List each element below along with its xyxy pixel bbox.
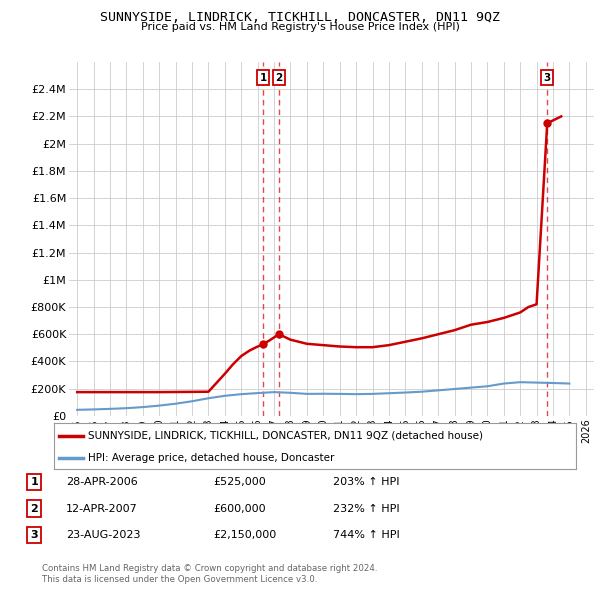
Text: 28-APR-2006: 28-APR-2006 (66, 477, 138, 487)
Text: 3: 3 (544, 73, 551, 83)
Text: 12-APR-2007: 12-APR-2007 (66, 504, 138, 513)
Text: £600,000: £600,000 (213, 504, 266, 513)
Text: 232% ↑ HPI: 232% ↑ HPI (333, 504, 400, 513)
Text: 203% ↑ HPI: 203% ↑ HPI (333, 477, 400, 487)
Text: 744% ↑ HPI: 744% ↑ HPI (333, 530, 400, 540)
Text: This data is licensed under the Open Government Licence v3.0.: This data is licensed under the Open Gov… (42, 575, 317, 584)
Text: 1: 1 (259, 73, 267, 83)
Text: SUNNYSIDE, LINDRICK, TICKHILL, DONCASTER, DN11 9QZ (detached house): SUNNYSIDE, LINDRICK, TICKHILL, DONCASTER… (88, 431, 483, 441)
Text: Price paid vs. HM Land Registry's House Price Index (HPI): Price paid vs. HM Land Registry's House … (140, 22, 460, 32)
Text: 3: 3 (31, 530, 38, 540)
Text: 2: 2 (31, 504, 38, 513)
Text: 2: 2 (275, 73, 283, 83)
Text: 23-AUG-2023: 23-AUG-2023 (66, 530, 140, 540)
Text: £2,150,000: £2,150,000 (213, 530, 276, 540)
Text: HPI: Average price, detached house, Doncaster: HPI: Average price, detached house, Donc… (88, 453, 334, 463)
Text: SUNNYSIDE, LINDRICK, TICKHILL, DONCASTER, DN11 9QZ: SUNNYSIDE, LINDRICK, TICKHILL, DONCASTER… (100, 11, 500, 24)
Text: Contains HM Land Registry data © Crown copyright and database right 2024.: Contains HM Land Registry data © Crown c… (42, 565, 377, 573)
Text: 1: 1 (31, 477, 38, 487)
Text: £525,000: £525,000 (213, 477, 266, 487)
